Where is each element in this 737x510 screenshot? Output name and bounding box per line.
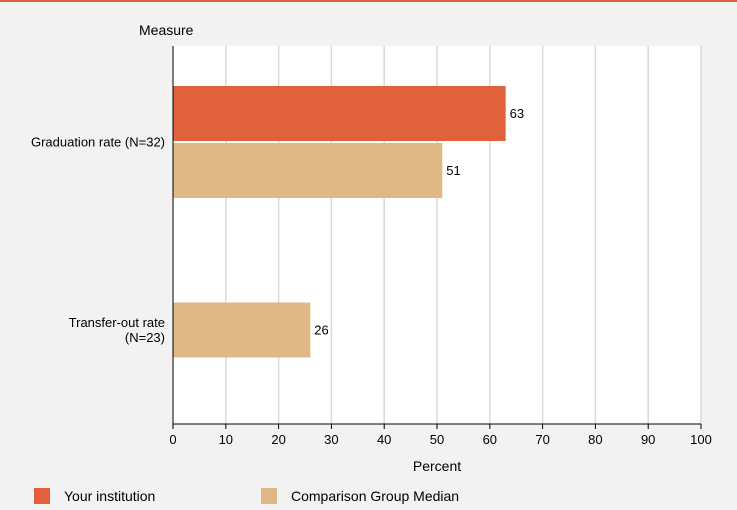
x-tick-label-20: 20 (271, 432, 285, 447)
value-label-comparison-group-median-graduation-rate-n-32: 51 (446, 163, 460, 178)
bar-comparison-group-median-graduation-rate-n-32 (173, 143, 443, 198)
x-tick-label-30: 30 (324, 432, 338, 447)
bar-chart: 0 10 20 30 40 50 60 70 80 90 100 63 51 Graduation ra… (31, 22, 712, 474)
bar-your-institution-graduation-rate-n-32 (173, 86, 506, 141)
legend-swatch-comparison-group-median (261, 488, 277, 504)
x-tick-label-70: 70 (535, 432, 549, 447)
x-tick-label-90: 90 (641, 432, 655, 447)
x-tick-label-0: 0 (169, 432, 176, 447)
value-label-your-institution-graduation-rate-n-32: 63 (510, 106, 524, 121)
x-tick-label-100: 100 (690, 432, 712, 447)
y-axis-title: Measure (139, 22, 194, 38)
bar-comparison-group-median-transfer-out-rate-n-23 (173, 302, 311, 358)
labels: 63 51 Graduation rate (N=32) 26 Transfer-out… (31, 106, 524, 345)
legend-item-your-institution: Your institution (34, 488, 155, 504)
x-axis-title: Percent (413, 458, 461, 474)
legend-label-comparison-group-median: Comparison Group Median (291, 488, 460, 504)
legend-swatch-your-institution (34, 488, 50, 504)
top-accent-rule (0, 0, 737, 2)
x-tick-label-10: 10 (219, 432, 233, 447)
axes: 0 10 20 30 40 50 60 70 80 90 100 (169, 46, 712, 447)
x-tick-label-50: 50 (430, 432, 444, 447)
category-label-transfer-out-rate-n-23: Transfer-out rate (N=23) (69, 315, 165, 345)
value-label-comparison-group-median-transfer-out-rate-n-23: 26 (314, 323, 328, 338)
x-tick-label-60: 60 (483, 432, 497, 447)
category-label-graduation-rate-n-32: Graduation rate (N=32) (31, 135, 165, 150)
bars (173, 86, 506, 358)
x-tick-label-40: 40 (377, 432, 391, 447)
legend: Your institution Comparison Group Median (0, 482, 737, 510)
legend-label-your-institution: Your institution (64, 488, 156, 504)
x-tick-label-80: 80 (588, 432, 602, 447)
legend-item-comparison-group-median: Comparison Group Median (261, 488, 459, 504)
